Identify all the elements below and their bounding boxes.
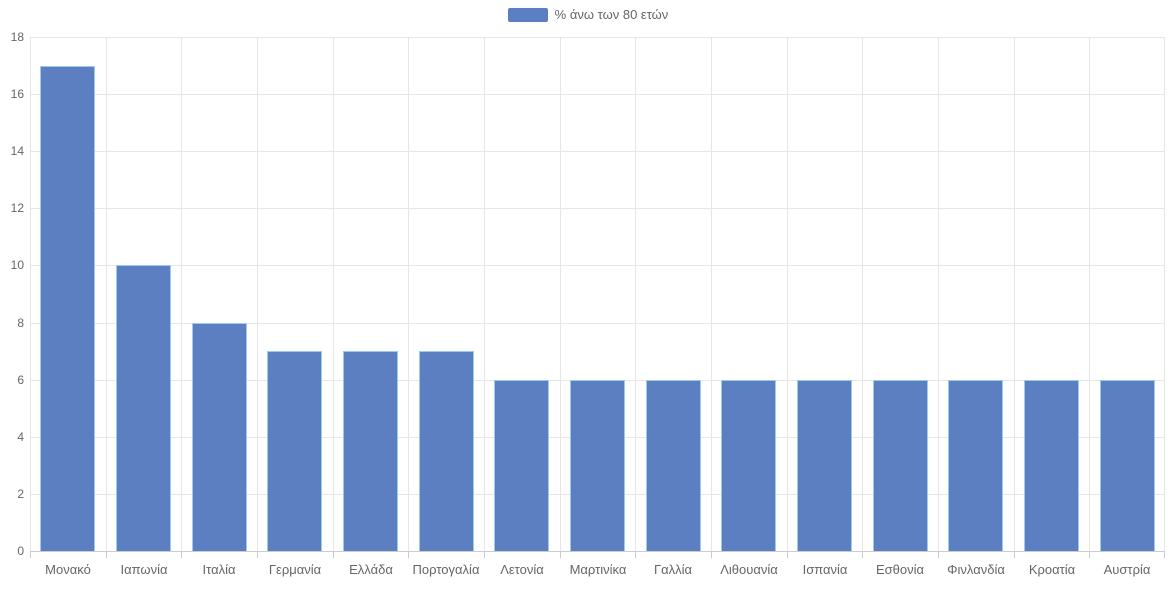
v-gridline: [333, 37, 334, 551]
v-gridline: [635, 37, 636, 551]
bar-9[interactable]: [721, 380, 776, 551]
v-gridline: [484, 37, 485, 551]
axis-tick: [257, 552, 258, 558]
bar-2[interactable]: [192, 323, 247, 551]
axis-tick: [711, 552, 712, 558]
h-gridline: [30, 322, 1165, 324]
axis-tick: [30, 552, 31, 558]
axis-tick: [333, 552, 334, 558]
bar-13[interactable]: [1024, 380, 1079, 551]
bar-14[interactable]: [1100, 380, 1155, 551]
v-gridline: [711, 37, 712, 551]
x-axis-label: Εσθονία: [875, 562, 925, 577]
bar-0[interactable]: [40, 66, 95, 551]
x-axis-label: Λετονία: [500, 562, 544, 577]
x-axis-label: Φινλανδία: [947, 562, 1005, 577]
v-gridline: [408, 37, 409, 551]
v-gridline: [30, 37, 31, 551]
bar-7[interactable]: [570, 380, 625, 551]
v-gridline: [1164, 37, 1165, 551]
x-axis-label: Μονακό: [45, 562, 91, 577]
axis-tick: [181, 552, 182, 558]
axis-tick: [787, 552, 788, 558]
y-axis-label: 16: [10, 87, 24, 102]
plot-area: [30, 37, 1165, 552]
h-gridline: [30, 207, 1165, 209]
bar-5[interactable]: [419, 351, 474, 551]
x-axis-label: Ισπανία: [802, 562, 848, 577]
x-axis: Μονακό Ιαπωνία Ιταλία Γερμανία Ελλάδα Πορτογα…: [30, 552, 1165, 584]
x-axis-label: Λιθουανία: [720, 562, 778, 577]
v-gridline: [257, 37, 258, 551]
x-axis-label: Μαρτινίκα: [569, 562, 627, 577]
x-axis-label: Γερμανία: [268, 562, 322, 577]
y-axis-label: 4: [17, 429, 24, 444]
y-axis-label: 14: [10, 144, 24, 159]
axis-tick: [862, 552, 863, 558]
x-axis-label: Αυστρία: [1103, 562, 1151, 577]
h-gridline: [30, 264, 1165, 266]
axis-tick: [938, 552, 939, 558]
bar-8[interactable]: [646, 380, 701, 551]
bar-11[interactable]: [873, 380, 928, 551]
y-axis-label: 18: [10, 30, 24, 44]
v-gridline: [560, 37, 561, 551]
bar-12[interactable]: [948, 380, 1003, 551]
x-axis-label: Ιταλία: [202, 562, 236, 577]
axis-tick: [106, 552, 107, 558]
v-gridline: [1089, 37, 1090, 551]
bar-6[interactable]: [494, 380, 549, 551]
x-axis-label: Πορτογαλία: [412, 562, 480, 577]
bar-4[interactable]: [343, 351, 398, 551]
h-gridline: [30, 150, 1165, 152]
axis-tick: [1164, 552, 1165, 558]
axis-tick: [484, 552, 485, 558]
bar-10[interactable]: [797, 380, 852, 551]
axis-tick: [635, 552, 636, 558]
axis-tick: [1014, 552, 1015, 558]
v-gridline: [181, 37, 182, 551]
y-axis-label: 6: [17, 372, 24, 387]
h-gridline: [30, 37, 1165, 38]
bar-1[interactable]: [116, 265, 171, 551]
axis-tick: [1089, 552, 1090, 558]
legend-label: % άνω των 80 ετών: [554, 7, 669, 22]
y-axis-label: 2: [17, 486, 24, 501]
y-axis-label: 12: [10, 201, 24, 216]
axis-tick: [560, 552, 561, 558]
v-gridline: [1014, 37, 1015, 551]
legend-item[interactable]: % άνω των 80 ετών: [0, 7, 1176, 22]
y-axis: 0 2 4 6 8 10 12 14 16 18: [0, 30, 28, 558]
legend-swatch: [507, 7, 548, 22]
x-axis-label: Ιαπωνία: [120, 562, 168, 577]
x-axis-label: Κροατία: [1028, 562, 1076, 577]
h-gridline: [30, 93, 1165, 95]
y-axis-label: 8: [17, 315, 24, 330]
v-gridline: [862, 37, 863, 551]
v-gridline: [938, 37, 939, 551]
axis-tick: [408, 552, 409, 558]
y-axis-label: 0: [17, 544, 24, 558]
y-axis-label: 10: [10, 258, 24, 273]
v-gridline: [106, 37, 107, 551]
x-axis-label: Γαλλία: [653, 562, 693, 577]
bar-3[interactable]: [267, 351, 322, 551]
v-gridline: [787, 37, 788, 551]
x-axis-label: Ελλάδα: [349, 562, 393, 577]
